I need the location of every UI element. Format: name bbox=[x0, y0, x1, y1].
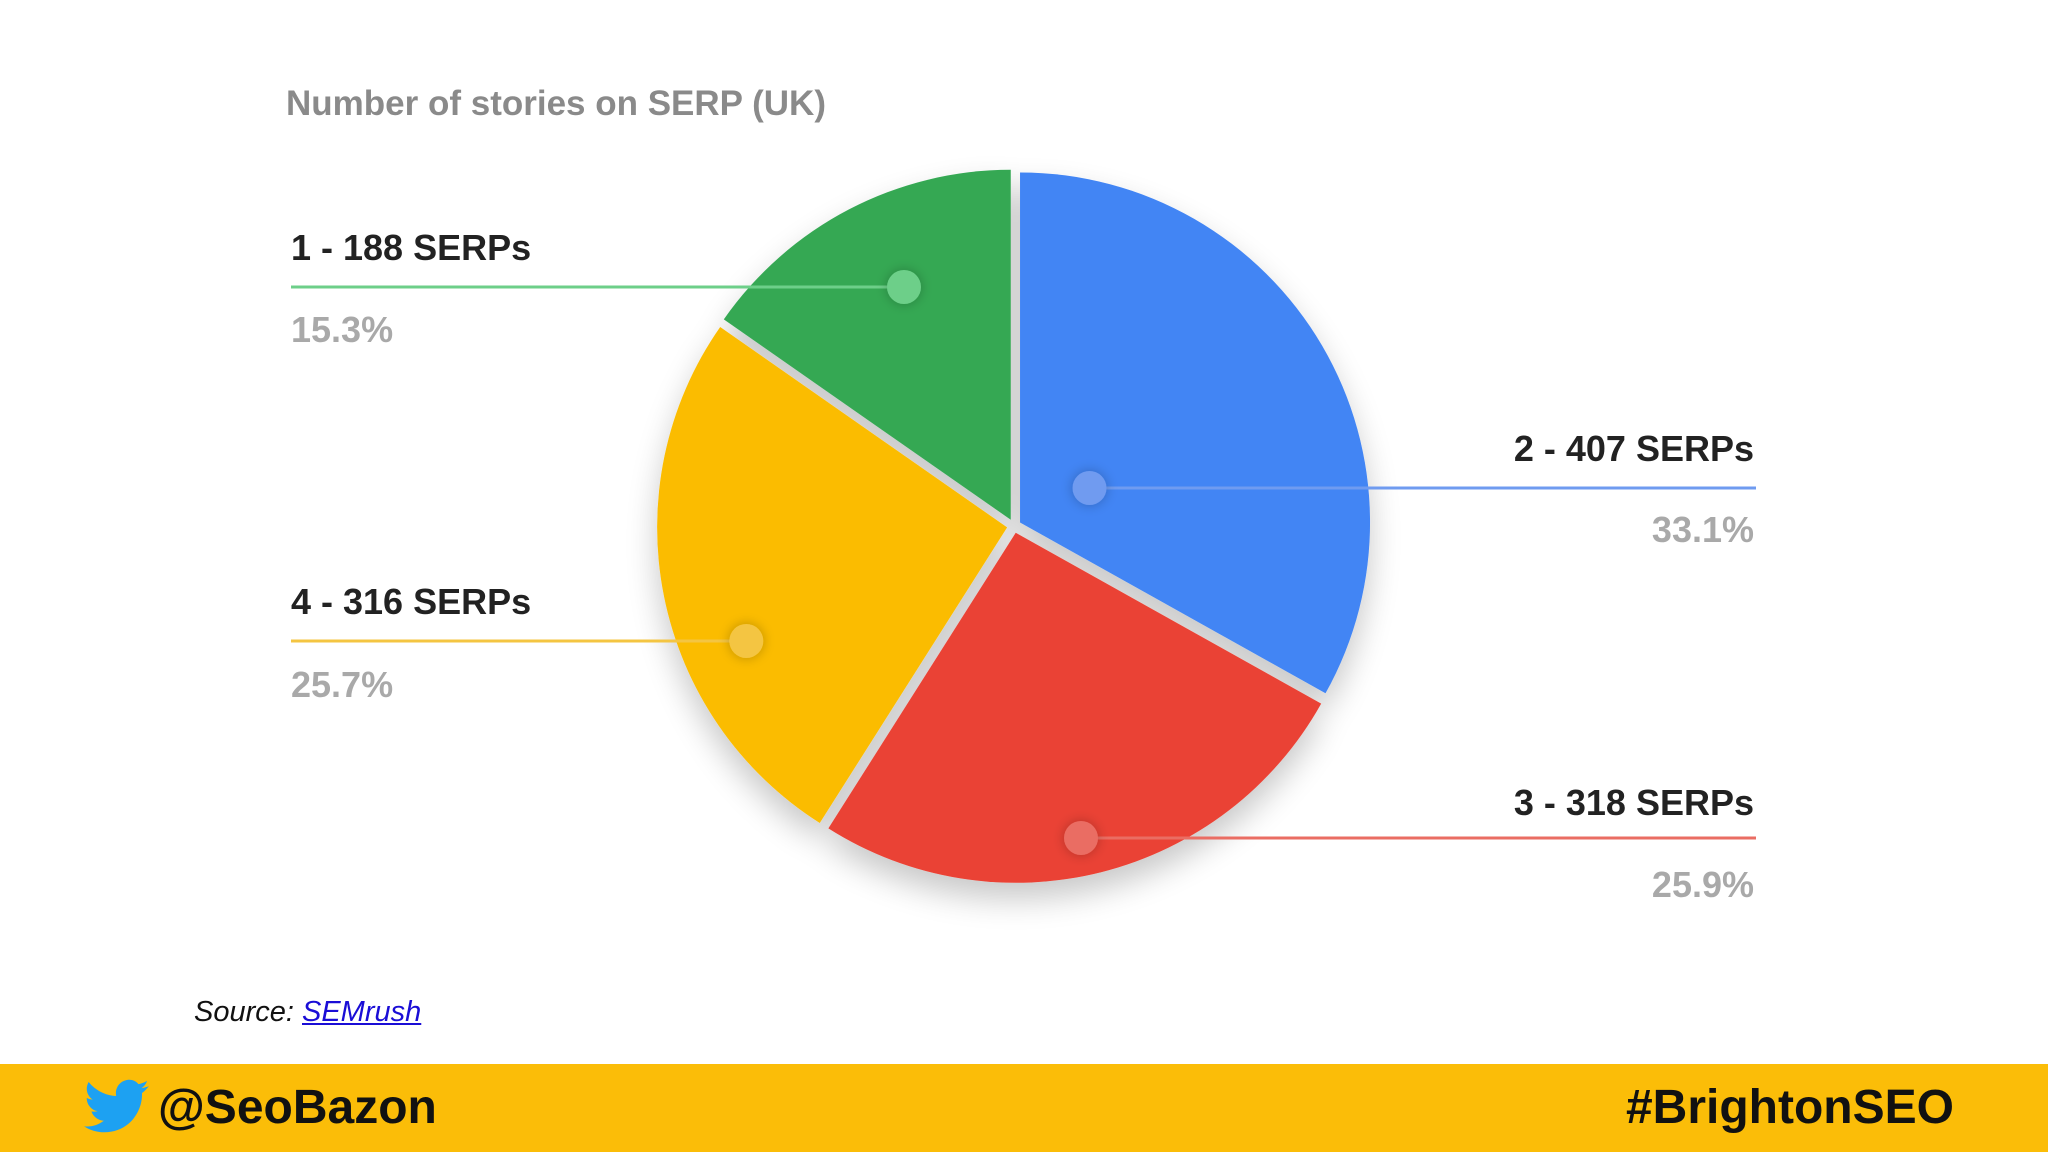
event-hashtag: #BrightonSEO bbox=[1625, 1081, 1954, 1134]
callout-dot bbox=[1072, 471, 1107, 505]
callout-leaders bbox=[291, 270, 1756, 855]
slice-percent: 25.9% bbox=[1652, 864, 1754, 905]
slice-label: 2 - 407 SERPs bbox=[1514, 428, 1754, 469]
slice-percent: 25.7% bbox=[291, 664, 393, 705]
callout-dot bbox=[887, 270, 921, 304]
source-credit: Source: SEMrush bbox=[194, 996, 421, 1029]
source-link[interactable]: SEMrush bbox=[302, 996, 422, 1028]
callout-dot bbox=[729, 624, 764, 658]
callout-labels: 2 - 407 SERPs 33.1% 3 - 318 SERPs 25.9% 4 - … bbox=[291, 227, 1754, 905]
footer-bar: @SeoBazon #BrightonSEO bbox=[0, 1064, 2048, 1152]
callout-dot bbox=[1064, 821, 1098, 855]
pie-slice bbox=[1020, 172, 1371, 694]
slice-label: 1 - 188 SERPs bbox=[291, 227, 531, 268]
pie-slice bbox=[828, 532, 1322, 883]
slice-percent: 33.1% bbox=[1652, 509, 1754, 550]
pie-slices bbox=[657, 169, 1371, 883]
pie-slice bbox=[723, 169, 1011, 520]
source-prefix: Source: bbox=[194, 996, 302, 1028]
chart-title: Number of stories on SERP (UK) bbox=[286, 84, 826, 123]
twitter-bird-icon bbox=[84, 1079, 149, 1133]
slice-percent: 15.3% bbox=[291, 309, 393, 350]
pie-slice bbox=[657, 326, 1008, 823]
slice-label: 3 - 318 SERPs bbox=[1514, 782, 1754, 823]
slice-label: 4 - 316 SERPs bbox=[291, 581, 531, 622]
twitter-handle[interactable]: @SeoBazon bbox=[158, 1081, 437, 1134]
pie-chart: Number of stories on SERP (UK) 2 - 407 S… bbox=[286, 84, 1756, 905]
